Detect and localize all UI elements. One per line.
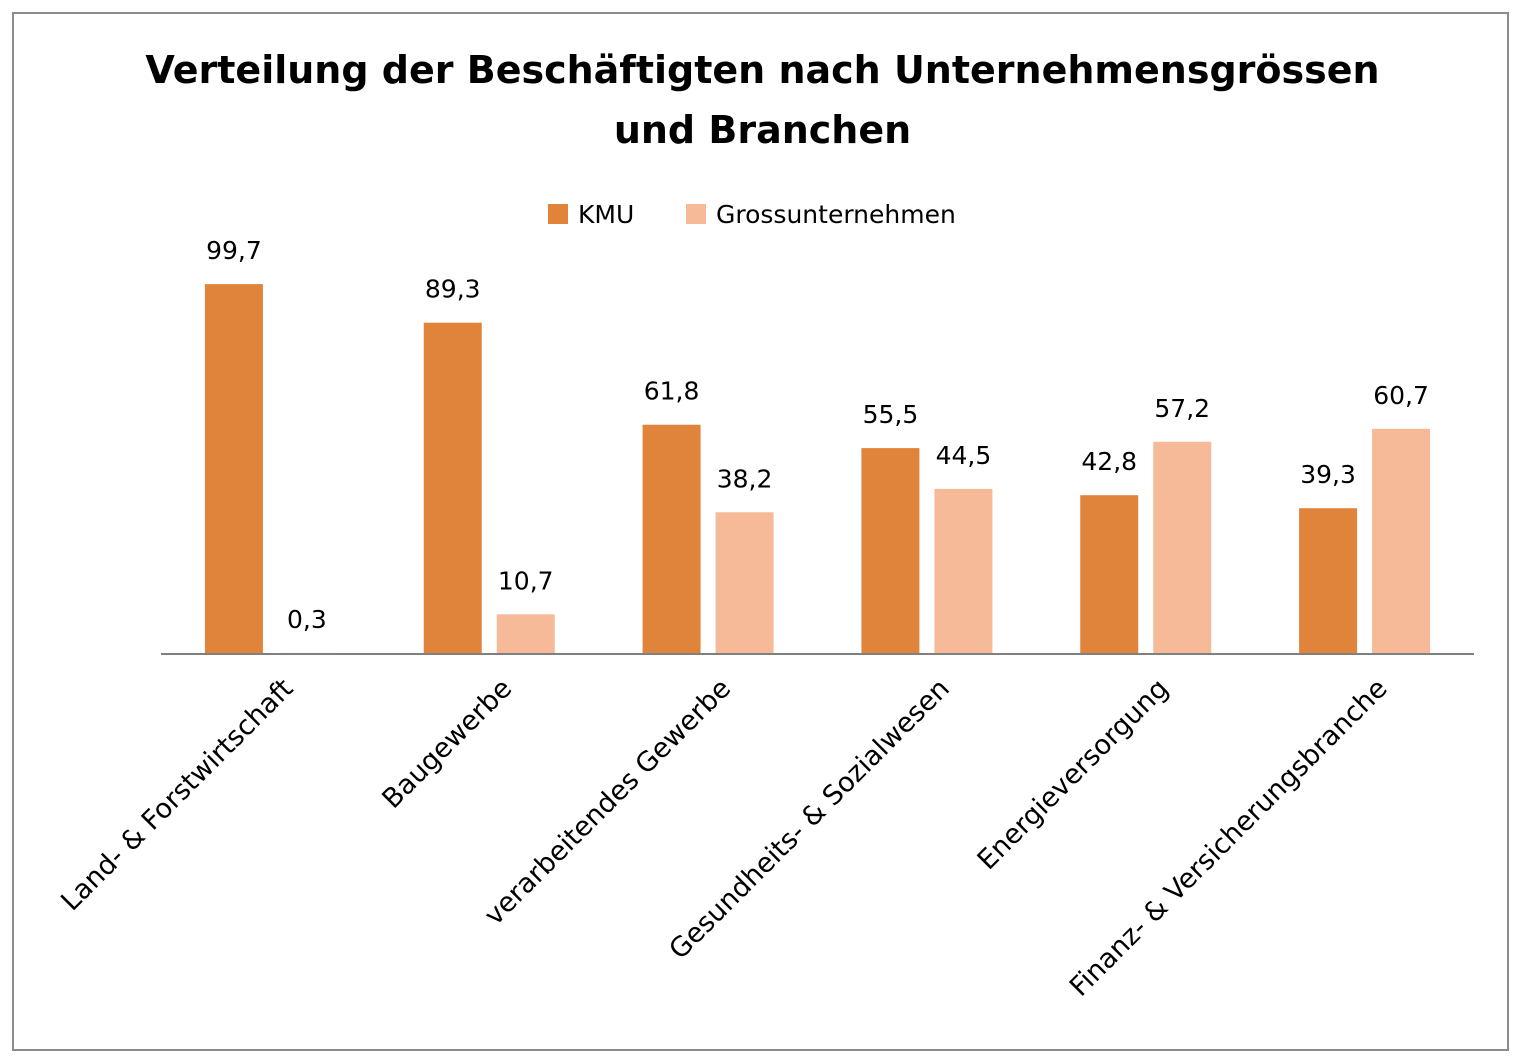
legend-label-grossunternehmen: Grossunternehmen — [716, 200, 956, 229]
legend-label-kmu: KMU — [578, 200, 634, 229]
legend-swatch-kmu — [548, 204, 568, 224]
data-label-grossunternehmen-1: 0,3 — [287, 605, 327, 634]
data-label-kmu-2: 89,3 — [425, 275, 481, 304]
chart-title-line-1: Verteilung der Beschäftigten nach Untern… — [145, 48, 1380, 92]
data-label-kmu-4: 55,5 — [863, 400, 919, 429]
data-label-kmu-1: 99,7 — [206, 236, 262, 265]
bar-kmu-6 — [1299, 508, 1358, 654]
legend: KMU Grossunternehmen — [548, 200, 956, 229]
data-label-kmu-6: 39,3 — [1300, 460, 1356, 489]
bar-kmu-1 — [204, 284, 263, 654]
bar-grossunternehmen-2 — [496, 614, 555, 654]
bar-grossunternehmen-4 — [934, 488, 993, 654]
data-labels: 99,7 0,3 89,3 10,7 61,8 38,2 55,5 44,5 42,8 57,2 3… — [206, 236, 1429, 634]
chart-title-line-2: und Branchen — [613, 108, 912, 152]
x-tick-label-2: Baugewerbe — [376, 673, 518, 815]
bar-kmu-4 — [861, 448, 920, 654]
x-axis-tick-labels: Land- & Forstwirtschaft Baugewerbeverarbe… — [55, 673, 1393, 1003]
x-tick-label-5: Energieversorgung — [972, 673, 1175, 876]
bar-grossunternehmen-3 — [715, 512, 774, 654]
chart-title: Verteilung der Beschäftigten nach Untern… — [0, 40, 1525, 160]
bar-kmu-5 — [1080, 495, 1139, 654]
x-tick-label-1: Land- & Forstwirtschaft — [55, 673, 299, 917]
x-tick-label-3: verarbeitendes Gewerbe — [479, 673, 737, 931]
data-label-grossunternehmen-3: 38,2 — [717, 464, 773, 493]
bar-grossunternehmen-5 — [1153, 441, 1212, 654]
bar-grossunternehmen-6 — [1372, 428, 1431, 654]
data-label-grossunternehmen-6: 60,7 — [1373, 381, 1429, 410]
data-label-kmu-3: 61,8 — [644, 377, 700, 406]
legend-swatch-grossunternehmen — [686, 204, 706, 224]
data-label-grossunternehmen-5: 57,2 — [1154, 394, 1210, 423]
data-label-kmu-5: 42,8 — [1081, 447, 1137, 476]
data-label-grossunternehmen-4: 44,5 — [936, 441, 992, 470]
bars — [204, 284, 1431, 654]
bar-kmu-3 — [642, 424, 701, 654]
data-label-grossunternehmen-2: 10,7 — [498, 566, 554, 595]
bar-kmu-2 — [423, 322, 482, 654]
